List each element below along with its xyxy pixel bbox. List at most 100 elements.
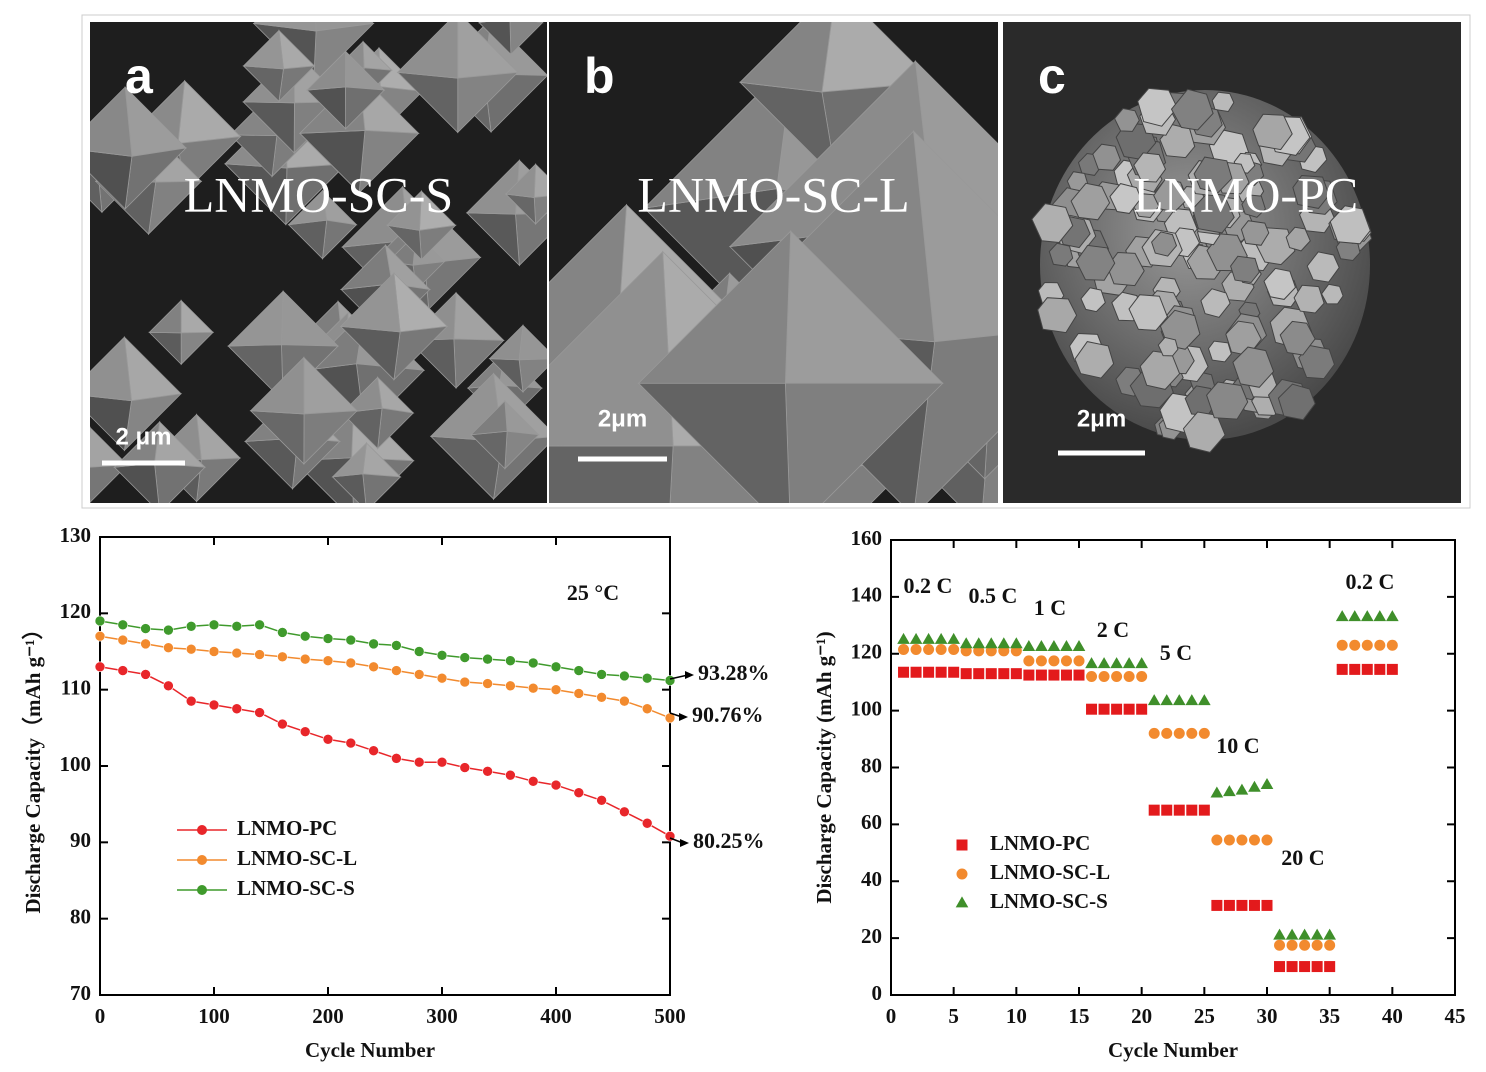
marker [1098, 671, 1110, 682]
marker [923, 643, 935, 655]
grain [1133, 152, 1167, 183]
facet [549, 250, 674, 447]
facet [340, 244, 393, 291]
annotation: 0.2 C [1346, 569, 1395, 594]
marker [1348, 610, 1362, 622]
marker [1097, 657, 1111, 669]
marker [1223, 899, 1235, 911]
marker [117, 634, 129, 646]
x-tick-label: 10 [1006, 1004, 1027, 1028]
y-tick-label: 140 [851, 583, 883, 607]
marker [413, 646, 425, 657]
grain [1191, 192, 1235, 234]
marker [1136, 671, 1148, 682]
grain [1211, 91, 1235, 113]
marker [1373, 610, 1387, 622]
x-tick-label: 200 [312, 1004, 344, 1028]
grain [1306, 251, 1340, 283]
marker [436, 756, 448, 768]
x-tick-label: 300 [426, 1004, 458, 1028]
marker [208, 619, 220, 631]
marker [1198, 694, 1211, 706]
marker [391, 640, 402, 651]
marker [1198, 727, 1210, 739]
grain [1279, 320, 1316, 356]
marker [1299, 961, 1311, 973]
marker [1023, 655, 1035, 667]
marker [1172, 694, 1186, 706]
marker [1135, 657, 1148, 669]
marker [254, 619, 265, 631]
marker [910, 643, 922, 655]
marker [984, 637, 998, 649]
marker [505, 680, 516, 692]
legend-label: LNMO-SC-S [237, 876, 355, 900]
marker [459, 762, 471, 773]
marker [960, 668, 972, 680]
marker [1048, 669, 1060, 681]
marker [910, 666, 922, 678]
marker [1335, 610, 1349, 622]
marker [1274, 961, 1286, 973]
marker [254, 649, 265, 660]
sem-image: c LNMO-PC 2μm [1003, 22, 1461, 503]
marker [1349, 639, 1361, 651]
marker [1161, 727, 1173, 739]
marker [413, 756, 425, 768]
grain [1329, 205, 1371, 245]
annotation: 25 °C [567, 580, 619, 605]
marker [1285, 928, 1299, 940]
marker [1324, 939, 1336, 951]
legend-label: LNMO-SC-S [990, 889, 1108, 913]
marker [1186, 804, 1198, 816]
marker [664, 712, 676, 724]
marker [277, 627, 288, 638]
marker [1336, 663, 1348, 675]
marker [368, 638, 379, 650]
marker [1361, 663, 1373, 675]
marker [573, 688, 585, 699]
sem-image: a LNMO-SC-S 2 μm [90, 22, 547, 503]
panel-label: LNMO-SC-L [637, 166, 909, 222]
marker [1223, 834, 1235, 846]
marker [923, 666, 935, 678]
facet [305, 50, 347, 91]
y-axis-label: Discharge Capacity（mAh g⁻¹） [21, 618, 45, 913]
marker [1248, 899, 1260, 911]
marker [254, 707, 265, 718]
facet [477, 22, 487, 24]
legend-marker [956, 868, 968, 880]
marker [1085, 657, 1098, 669]
grain [1321, 283, 1344, 305]
marker [322, 733, 334, 745]
annotation: 80.25% [693, 828, 765, 853]
marker [277, 651, 288, 663]
facet [90, 336, 132, 402]
grain [1232, 346, 1275, 388]
marker [1386, 639, 1398, 651]
marker [1035, 640, 1048, 652]
facet [90, 426, 91, 433]
marker [482, 678, 493, 689]
y-tick-label: 80 [70, 904, 91, 928]
marker [231, 647, 243, 659]
marker [527, 682, 539, 694]
marker [619, 695, 630, 707]
grain [1170, 88, 1214, 131]
grain [1114, 107, 1140, 132]
panel-label: LNMO-PC [1133, 166, 1358, 222]
marker [345, 657, 357, 669]
x-tick-label: 400 [540, 1004, 572, 1028]
facet [504, 163, 537, 198]
marker [1073, 669, 1085, 681]
annotation: 0.5 C [969, 583, 1018, 608]
marker [985, 668, 997, 680]
marker [1310, 928, 1324, 940]
marker [1223, 785, 1236, 797]
marker [1047, 640, 1061, 652]
grain [1206, 381, 1249, 420]
marker [1361, 639, 1373, 651]
legend-label: LNMO-SC-L [990, 860, 1110, 884]
sem-image: b LNMO-SC-L 2μm [549, 22, 998, 503]
marker [436, 672, 448, 684]
